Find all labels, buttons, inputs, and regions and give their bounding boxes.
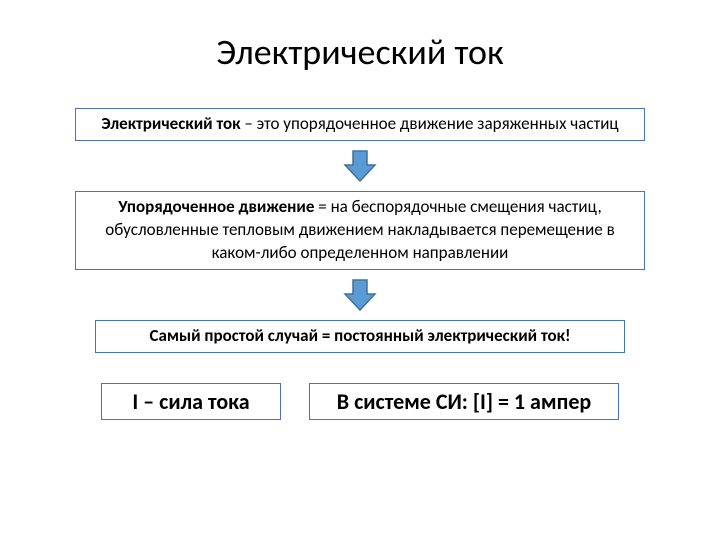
arrow-down-icon [341, 276, 379, 314]
text-3: Самый простой случай = постоянный электр… [149, 325, 570, 346]
bottom-row: I – сила тока В системе СИ: [I] = 1 ампе… [101, 383, 619, 421]
slide: Электрический ток Электрический ток – эт… [0, 0, 720, 540]
definition-box-1: Электрический ток – это упорядоченное дв… [75, 108, 645, 141]
current-symbol-text: I – сила тока [132, 388, 249, 415]
definition-box-3: Самый простой случай = постоянный электр… [95, 320, 625, 353]
term-2: Упорядоченное движение [118, 196, 314, 217]
current-symbol-box: I – сила тока [101, 383, 281, 421]
arrow-down-icon [341, 147, 379, 185]
definition-box-2: Упорядоченное движение = на беспорядочны… [75, 191, 645, 270]
arrow-1-wrap [341, 147, 379, 185]
si-unit-text: В системе СИ: [I] = 1 ампер [337, 388, 591, 415]
si-unit-box: В системе СИ: [I] = 1 ампер [309, 383, 619, 421]
term-1: Электрический ток [101, 113, 240, 134]
arrow-2-wrap [341, 276, 379, 314]
text-1: – это упорядоченное движение заряженных … [241, 113, 619, 134]
page-title: Электрический ток [216, 30, 503, 74]
